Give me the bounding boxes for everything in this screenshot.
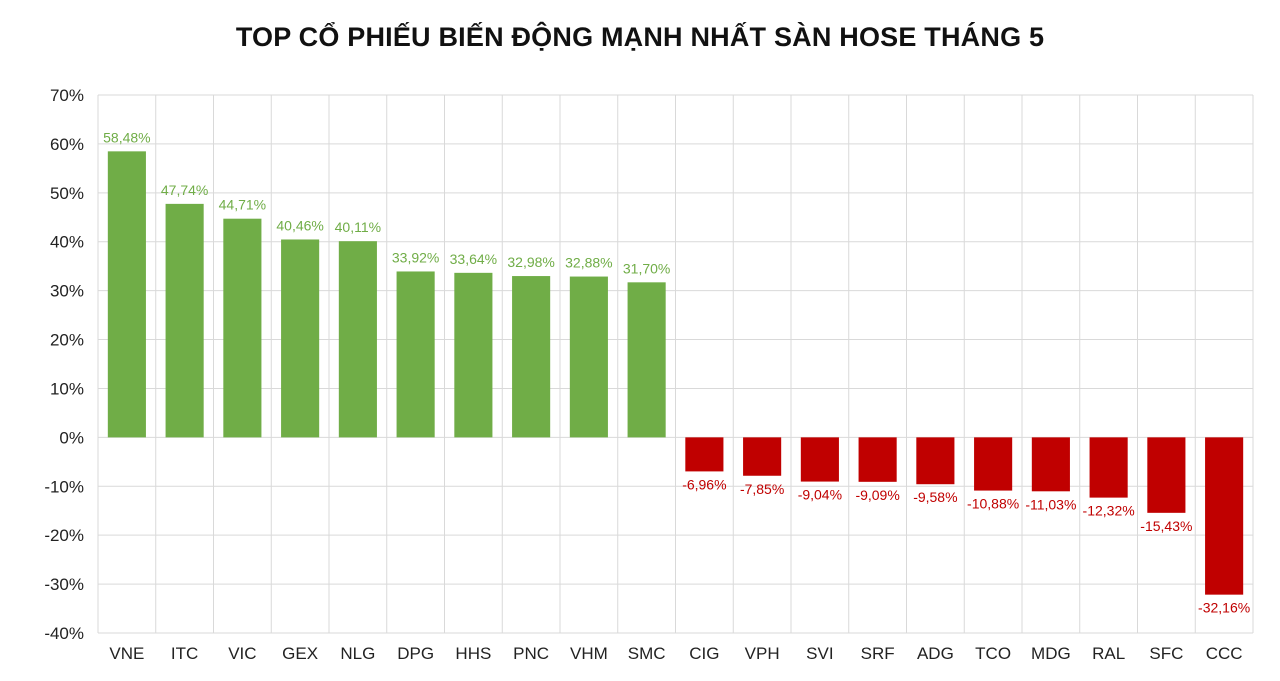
x-category-label: PNC — [513, 644, 549, 663]
bar-vhm — [569, 276, 608, 438]
chart-title: TOP CỔ PHIẾU BIẾN ĐỘNG MẠNH NHẤT SÀN HOS… — [235, 22, 1045, 52]
x-category-label: ADG — [917, 644, 954, 663]
bar-dpg — [396, 271, 435, 438]
x-category-label: TCO — [975, 644, 1011, 663]
x-category-label: MDG — [1031, 644, 1071, 663]
x-category-label: ITC — [171, 644, 198, 663]
y-tick-label: 30% — [50, 282, 84, 301]
x-category-label: SVI — [806, 644, 833, 663]
y-axis-ticks: 70% 60% 50% 40% 30% 20% 10% 0% -10% -20% -30% -40% — [44, 86, 84, 643]
bar-sfc — [1147, 437, 1186, 513]
data-label-gex: 40,46% — [276, 217, 323, 233]
data-label-hhs: 33,64% — [450, 251, 497, 267]
y-tick-label: -20% — [44, 526, 84, 545]
x-category-label: SFC — [1149, 644, 1183, 663]
x-category-label: VHM — [570, 644, 608, 663]
bar-vne — [107, 151, 146, 438]
y-tick-label: 40% — [50, 233, 84, 252]
x-axis-categories: VNE ITC VIC GEX NLG DPG HHS PNC VHM SMC CIG VPH SVI S… — [109, 644, 1242, 663]
data-label-cig: -6,96% — [682, 476, 726, 492]
bar-itc — [165, 203, 204, 438]
x-category-label: HHS — [455, 644, 491, 663]
x-category-label: SRF — [861, 644, 895, 663]
bar-hhs — [454, 272, 493, 438]
data-label-ral: -12,32% — [1083, 503, 1135, 519]
data-label-vne: 58,48% — [103, 129, 150, 145]
y-tick-label: -30% — [44, 575, 84, 594]
x-category-label: VIC — [228, 644, 256, 663]
x-category-label: DPG — [397, 644, 434, 663]
bar-gex — [281, 239, 320, 438]
data-label-svi: -9,04% — [798, 487, 842, 503]
bars — [107, 151, 1244, 595]
x-category-label: CCC — [1206, 644, 1243, 663]
bar-srf — [858, 437, 897, 482]
bar-adg — [916, 437, 955, 485]
x-category-label: RAL — [1092, 644, 1125, 663]
data-labels: 58,48% 47,74% 44,71% 40,46% 40,11% 33,92% 33,6… — [103, 129, 1250, 615]
gridlines — [97, 94, 1254, 634]
bar-vic — [223, 218, 262, 438]
data-label-srf: -9,09% — [855, 487, 899, 503]
bar-ccc — [1205, 437, 1244, 595]
bar-cig — [685, 437, 724, 472]
x-category-label: VPH — [745, 644, 780, 663]
data-label-dpg: 33,92% — [392, 249, 439, 265]
y-tick-label: 60% — [50, 135, 84, 154]
y-tick-label: 50% — [50, 184, 84, 203]
x-category-label: VNE — [109, 644, 144, 663]
data-label-vic: 44,71% — [219, 197, 266, 213]
y-tick-label: -10% — [44, 477, 84, 496]
data-label-itc: 47,74% — [161, 182, 208, 198]
x-category-label: SMC — [628, 644, 666, 663]
y-tick-label: -40% — [44, 624, 84, 643]
data-label-adg: -9,58% — [913, 489, 957, 505]
data-label-pnc: 32,98% — [507, 254, 554, 270]
y-tick-label: 70% — [50, 86, 84, 105]
x-category-label: NLG — [340, 644, 375, 663]
data-label-smc: 31,70% — [623, 260, 670, 276]
y-tick-label: 10% — [50, 379, 84, 398]
bar-svi — [800, 437, 839, 482]
bar-smc — [627, 282, 666, 438]
data-label-mdg: -11,03% — [1025, 496, 1076, 512]
bar-vph — [743, 437, 782, 476]
x-category-label: GEX — [282, 644, 318, 663]
data-label-ccc: -32,16% — [1198, 600, 1250, 616]
bar-mdg — [1031, 437, 1070, 492]
bar-nlg — [338, 241, 377, 438]
data-label-tco: -10,88% — [967, 496, 1019, 512]
y-tick-label: 20% — [50, 331, 84, 350]
data-label-sfc: -15,43% — [1140, 518, 1192, 534]
bar-tco — [974, 437, 1013, 491]
data-label-nlg: 40,11% — [335, 219, 381, 235]
bar-ral — [1089, 437, 1128, 498]
data-label-vhm: 32,88% — [565, 255, 612, 271]
y-tick-label: 0% — [59, 428, 84, 447]
bar-pnc — [512, 276, 551, 438]
data-label-vph: -7,85% — [740, 481, 784, 497]
x-category-label: CIG — [689, 644, 719, 663]
